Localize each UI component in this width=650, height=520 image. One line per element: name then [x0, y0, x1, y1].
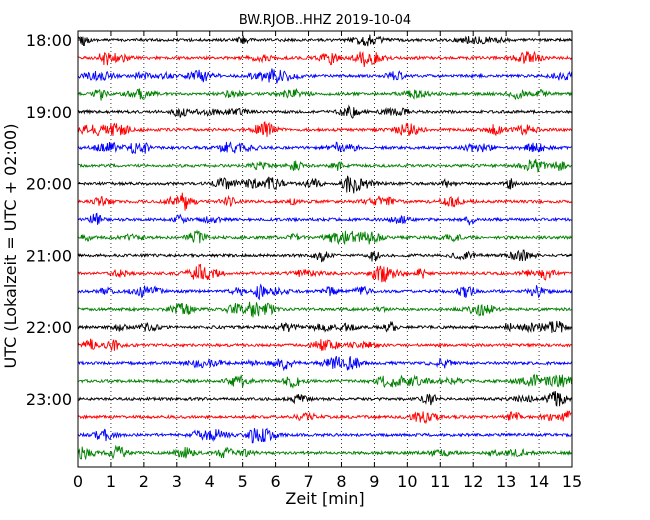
trace-line — [77, 50, 572, 67]
trace-line — [77, 192, 572, 211]
trace-line — [77, 373, 572, 389]
trace-line — [77, 301, 572, 318]
x-tick-label: 2 — [139, 472, 149, 491]
x-tick-label: 6 — [271, 472, 281, 491]
trace-line — [78, 158, 572, 173]
trace-line — [77, 212, 572, 226]
trace-line — [77, 249, 572, 263]
axis-ticks: 0 1 2 3 4 5 6 7 8 9 10 11 12 13 14 1518:0019:0020:0021:… — [26, 31, 582, 491]
y-tick-label: 19:00 — [26, 103, 72, 122]
seismic-traces — [77, 34, 572, 461]
trace-line — [78, 104, 572, 119]
x-axis-label: Zeit [min] — [285, 489, 364, 508]
x-tick-label: 7 — [303, 472, 313, 491]
trace-line — [77, 320, 572, 334]
trace-line — [77, 120, 572, 137]
x-tick-label: 13 — [496, 472, 516, 491]
x-tick-label: 11 — [430, 472, 450, 491]
x-tick-label: 14 — [529, 472, 549, 491]
trace-line — [77, 175, 572, 194]
x-tick-label: 12 — [463, 472, 483, 491]
y-tick-label: 21:00 — [26, 246, 72, 265]
x-tick-label: 15 — [562, 472, 582, 491]
x-tick-label: 5 — [238, 472, 248, 491]
trace-line — [77, 34, 572, 47]
trace-line — [77, 283, 572, 301]
plot-frame — [77, 30, 573, 468]
trace-line — [77, 444, 572, 461]
trace-line — [77, 338, 572, 351]
x-tick-label: 10 — [397, 472, 417, 491]
trace-line — [77, 427, 572, 444]
trace-line — [77, 410, 572, 425]
y-tick-label: 22:00 — [26, 318, 72, 337]
x-tick-label: 8 — [336, 472, 346, 491]
x-tick-label: 1 — [106, 472, 116, 491]
trace-line — [77, 229, 572, 246]
trace-line — [77, 68, 572, 84]
y-axis-label: UTC (Lokalzeit = UTC + 02:00) — [1, 124, 20, 369]
grid-lines — [110, 31, 540, 467]
trace-line — [77, 355, 572, 372]
x-tick-label: 9 — [369, 472, 379, 491]
x-tick-label: 0 — [73, 472, 83, 491]
x-tick-label: 3 — [172, 472, 182, 491]
trace-line — [77, 141, 572, 155]
chart-title: BW.RJOB..HHZ 2019-10-04 — [239, 13, 411, 28]
trace-line — [77, 87, 572, 101]
y-tick-label: 20:00 — [26, 175, 72, 194]
trace-line — [77, 391, 572, 407]
y-tick-label: 23:00 — [26, 390, 72, 409]
y-tick-label: 18:00 — [26, 31, 72, 50]
x-tick-label: 4 — [205, 472, 215, 491]
trace-line — [77, 263, 572, 283]
